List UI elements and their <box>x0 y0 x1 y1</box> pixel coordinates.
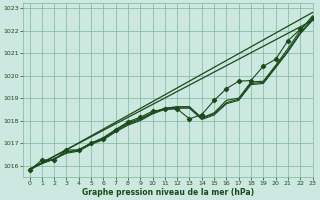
X-axis label: Graphe pression niveau de la mer (hPa): Graphe pression niveau de la mer (hPa) <box>82 188 254 197</box>
